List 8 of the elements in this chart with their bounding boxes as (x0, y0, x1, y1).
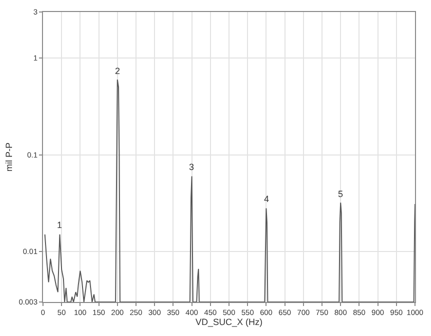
annotation: 2 (115, 66, 120, 76)
y-axis-title: mil P-P (4, 142, 14, 172)
x-axis-title: VD_SUC_X (Hz) (195, 317, 263, 327)
line-series (44, 79, 415, 302)
annotation: 1 (57, 220, 62, 230)
annotation: 3 (189, 162, 194, 172)
annotation: 5 (338, 189, 344, 199)
annotation: 4 (264, 194, 270, 204)
